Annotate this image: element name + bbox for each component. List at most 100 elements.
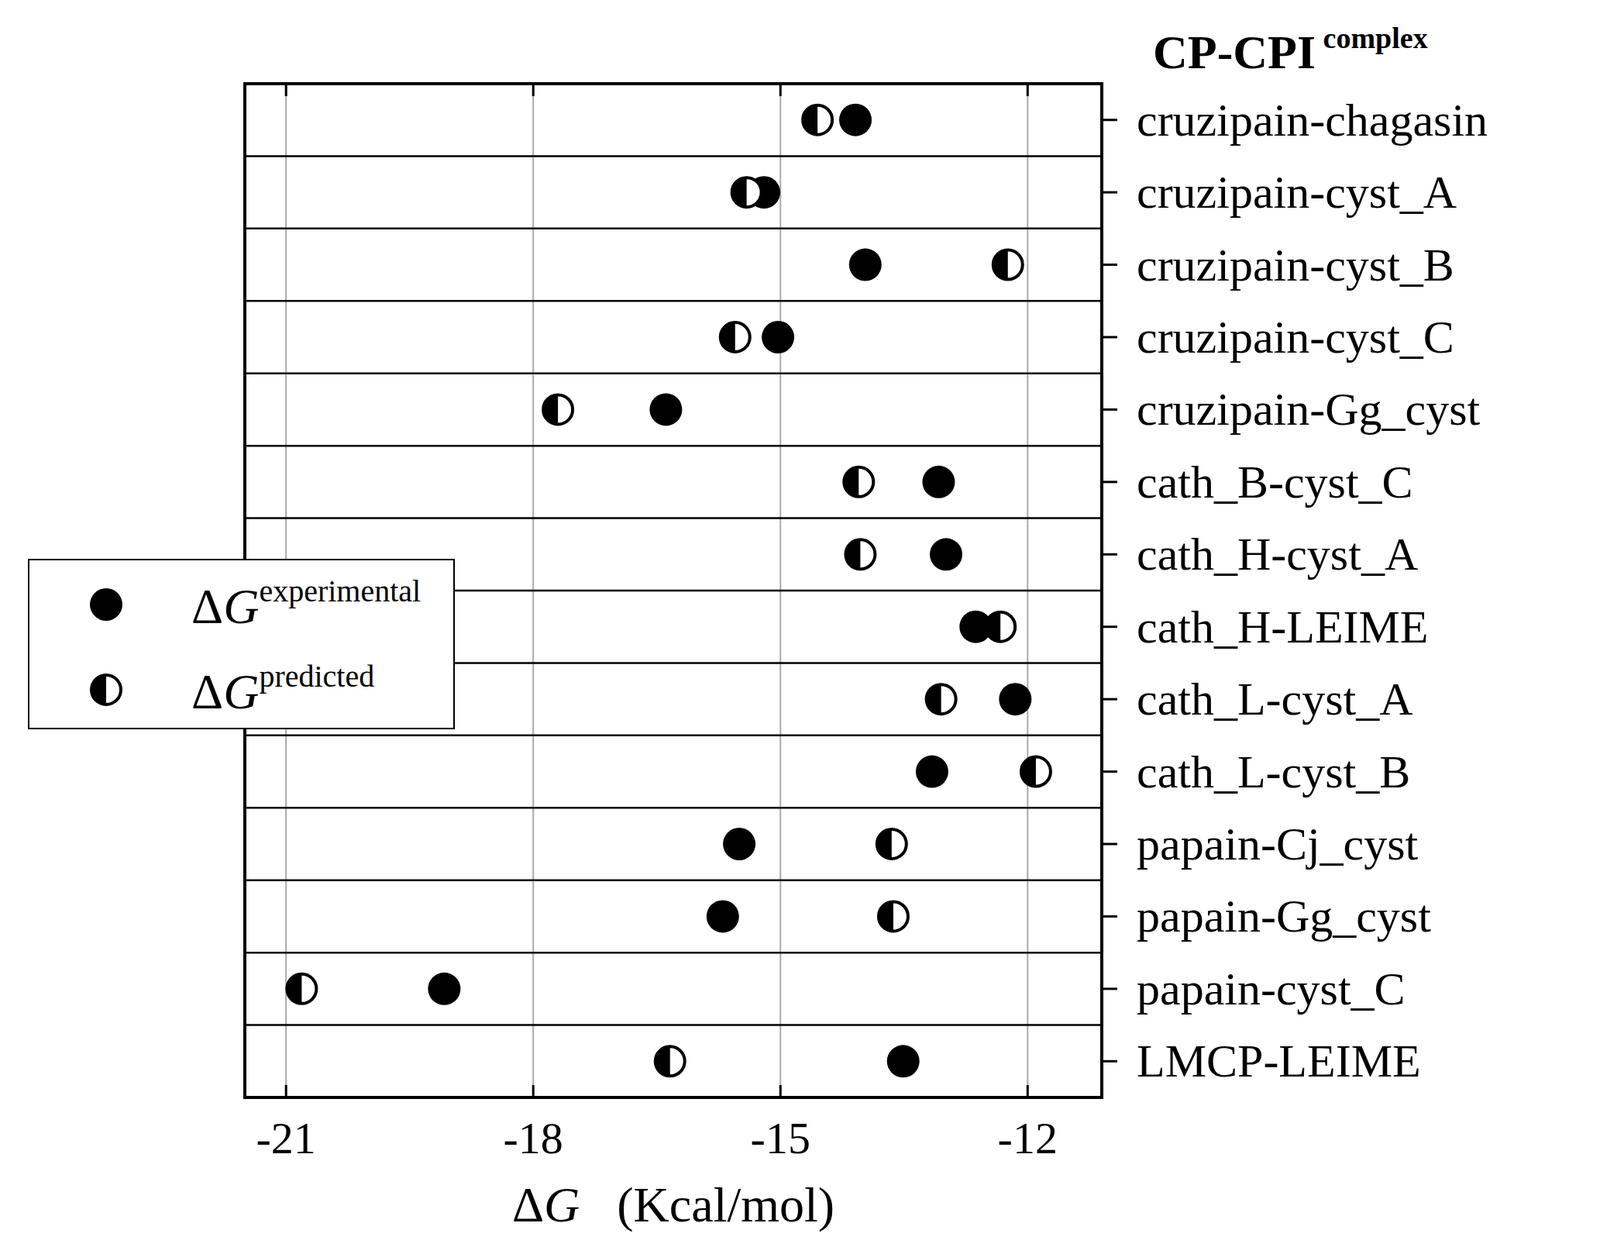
title: CP-CPI complex — [1152, 21, 1428, 79]
tick — [532, 83, 535, 97]
tick — [532, 1084, 535, 1098]
dot — [915, 755, 949, 788]
dot — [929, 537, 963, 571]
category-tick — [1101, 625, 1118, 628]
category-label: cath_H-LEIME — [1136, 601, 1429, 653]
dot-outline — [926, 684, 957, 714]
legend-label: ΔGpredicted — [191, 658, 375, 720]
filled-dot — [929, 537, 963, 571]
half-filled-dot — [985, 612, 1016, 642]
legend-label: ΔGexperimental — [191, 573, 421, 634]
row-separator — [244, 299, 1102, 303]
tick-label: -12 — [997, 1112, 1058, 1164]
half-filled-dot — [993, 250, 1023, 280]
filled-dot — [722, 827, 756, 861]
half-filled-dot — [91, 674, 121, 705]
category-label: papain-cyst_C — [1136, 963, 1406, 1015]
dot-outline — [993, 250, 1023, 280]
dot — [427, 972, 461, 1005]
category-tick — [1101, 987, 1118, 990]
category-label: cruzipain-cyst_C — [1136, 311, 1455, 363]
dot-half — [926, 684, 942, 714]
category-label: cruzipain-Gg_cyst — [1136, 383, 1481, 435]
category-tick — [1101, 336, 1118, 339]
dot-half — [993, 250, 1009, 280]
dot — [89, 588, 123, 621]
filled-dot — [649, 392, 682, 426]
category-tick — [1101, 843, 1118, 846]
tick — [1026, 83, 1029, 97]
filled-dot — [89, 588, 123, 621]
dot-outline — [286, 973, 317, 1004]
dot — [706, 899, 740, 933]
category-tick — [1101, 263, 1118, 266]
dot-half — [286, 973, 302, 1004]
dot — [887, 1044, 920, 1077]
row-separator — [244, 227, 1102, 231]
half-filled-dot — [802, 105, 833, 135]
dot-half — [985, 612, 1001, 642]
category-tick — [1101, 553, 1118, 556]
category-tick — [1101, 118, 1118, 121]
category-label: LMCP-LEIME — [1136, 1035, 1422, 1087]
dot-outline — [985, 612, 1016, 642]
dot — [839, 103, 872, 137]
row-separator — [244, 878, 1102, 881]
half-filled-dot — [543, 394, 573, 424]
dot-half — [543, 394, 558, 424]
category-label: cath_L-cyst_B — [1136, 746, 1411, 798]
dot-outline — [877, 829, 907, 859]
row-separator — [244, 371, 1102, 375]
dot-half — [91, 674, 107, 705]
dot-outline — [543, 394, 573, 424]
filled-dot — [706, 899, 740, 933]
category-label: cath_L-cyst_A — [1136, 673, 1414, 725]
half-filled-dot — [843, 467, 874, 497]
tick — [285, 83, 288, 97]
row-separator — [244, 951, 1102, 954]
category-tick — [1101, 915, 1118, 918]
dot-half — [843, 467, 859, 497]
tick-label: -15 — [750, 1112, 811, 1164]
dot-outline — [655, 1046, 685, 1076]
dot-outline — [845, 539, 875, 569]
half-filled-dot — [1021, 756, 1051, 787]
category-tick — [1101, 1059, 1118, 1063]
filled-dot — [887, 1044, 920, 1077]
row-separator — [244, 806, 1102, 809]
dot-outline — [1021, 756, 1051, 787]
dot-outline — [843, 467, 874, 497]
filled-dot — [915, 755, 949, 788]
filled-dot — [922, 465, 955, 499]
half-filled-dot — [732, 177, 762, 207]
dot-outline — [802, 105, 833, 135]
chart: -21 -18 -15 -12 cruzipain-chagasin cruzipain-… — [0, 0, 1600, 1254]
dot-outline — [720, 322, 751, 352]
category-tick — [1101, 191, 1118, 194]
half-filled-dot — [720, 322, 751, 352]
dot — [849, 248, 882, 282]
dot-half — [845, 539, 861, 569]
tick-label: -21 — [256, 1112, 317, 1164]
half-filled-dot — [878, 901, 909, 931]
dot-half — [732, 177, 747, 207]
dot — [761, 320, 795, 354]
x-axis-label: ΔG (Kcal/mol) — [512, 1176, 835, 1232]
category-label: cath_B-cyst_C — [1136, 456, 1414, 508]
dot-outline — [91, 674, 121, 705]
category-label: papain-Cj_cyst — [1136, 818, 1419, 870]
half-filled-dot — [655, 1046, 685, 1076]
tick — [285, 1084, 288, 1098]
dot-outline — [732, 177, 762, 207]
category-label: papain-Gg_cyst — [1136, 890, 1432, 942]
tick-label: -18 — [503, 1112, 564, 1164]
category-label: cruzipain-cyst_B — [1136, 239, 1455, 291]
dot — [998, 682, 1032, 716]
dot-outline — [878, 901, 909, 931]
category-label: cruzipain-chagasin — [1136, 94, 1488, 146]
dot-half — [1021, 756, 1036, 787]
dot-half — [877, 829, 892, 859]
dot — [722, 827, 756, 861]
dot — [649, 392, 682, 426]
filled-dot — [849, 248, 882, 282]
